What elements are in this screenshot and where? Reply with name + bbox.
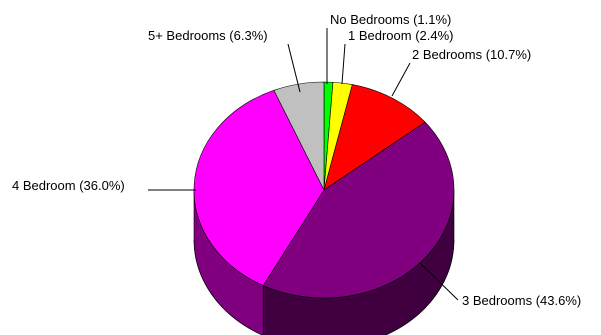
label-5plus-bedrooms: 5+ Bedrooms (6.3%) [148, 28, 268, 43]
label-4-bedroom: 4 Bedroom (36.0%) [12, 178, 125, 193]
label-2-bedrooms: 2 Bedrooms (10.7%) [412, 47, 531, 62]
slice-labels: No Bedrooms (1.1%)1 Bedroom (2.4%) 2 Bedr… [12, 12, 581, 308]
pie-base-rim [193, 239, 455, 335]
leader-1-bedroom [341, 43, 346, 85]
label-1-bedroom: 1 Bedroom (2.4%) [348, 28, 454, 43]
label-leaders [148, 28, 459, 301]
slice-2-bedrooms [323, 84, 426, 191]
leader-5plus-bedrooms [287, 43, 301, 93]
slice-3-bedrooms [262, 121, 455, 299]
pie-slices [193, 81, 455, 299]
leader-3-bedrooms [419, 262, 459, 301]
label-3-bedrooms: 3 Bedrooms (43.6%) [462, 293, 581, 308]
leader-2-bedrooms [391, 62, 411, 97]
slice-4-bedroom [193, 89, 325, 286]
label-no-bedrooms: No Bedrooms (1.1%) [330, 12, 451, 27]
